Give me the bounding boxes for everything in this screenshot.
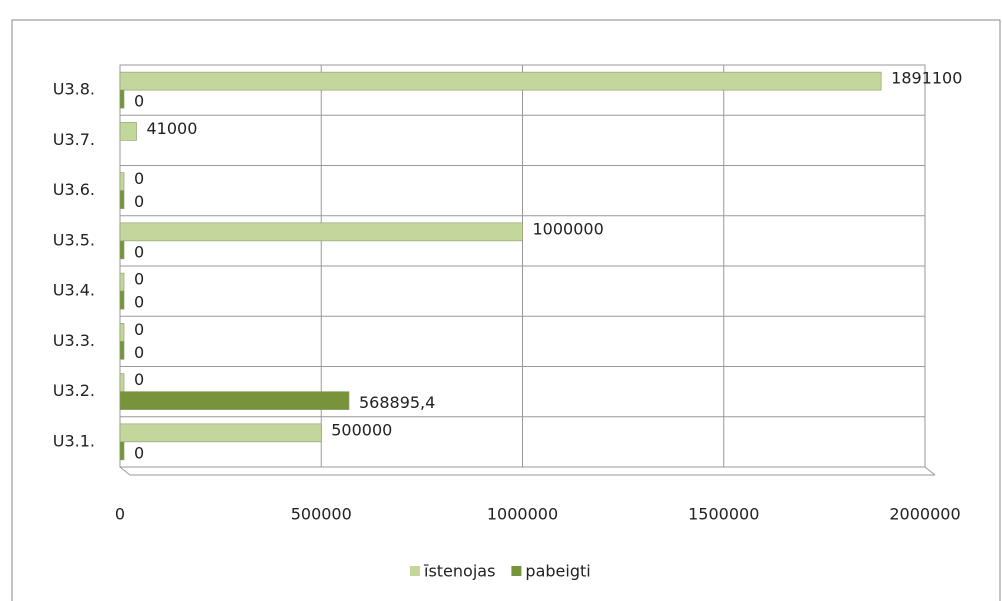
y-tick-label: U3.1. xyxy=(53,431,95,450)
data-label: 1000000 xyxy=(533,219,604,238)
legend-swatch xyxy=(511,566,522,576)
legend-label: īstenojas xyxy=(423,562,495,581)
y-tick-label: U3.7. xyxy=(53,130,95,149)
data-label: 0 xyxy=(134,293,144,312)
data-label: 0 xyxy=(134,192,144,211)
bar xyxy=(119,323,125,342)
data-label: 0 xyxy=(134,343,144,362)
bar xyxy=(119,391,350,410)
data-label: 0 xyxy=(134,320,144,339)
data-label: 0 xyxy=(134,443,144,462)
legend-swatch xyxy=(410,566,420,576)
y-tick-label: U3.4. xyxy=(53,281,95,300)
data-label: 0 xyxy=(134,92,144,111)
bar xyxy=(119,441,125,461)
chart-frame xyxy=(11,19,1001,601)
bar xyxy=(119,240,125,260)
bar xyxy=(119,89,125,109)
data-label: 0 xyxy=(134,370,144,389)
bar xyxy=(119,341,125,360)
bar xyxy=(119,373,125,392)
y-tick-label: U3.2. xyxy=(53,381,95,400)
bar xyxy=(119,122,137,141)
data-label: 0 xyxy=(134,270,144,289)
bar xyxy=(119,172,125,191)
legend-label: pabeigti xyxy=(525,562,590,581)
bar xyxy=(119,222,523,242)
data-label: 0 xyxy=(134,169,144,188)
y-tick-label: U3.5. xyxy=(53,230,95,249)
floor xyxy=(924,466,936,476)
y-tick-label: U3.6. xyxy=(53,180,95,199)
x-tick-label: 500000 xyxy=(291,505,352,524)
x-tick-label: 1500000 xyxy=(688,505,759,524)
bar xyxy=(119,71,882,91)
y-tick-label: U3.3. xyxy=(53,331,95,350)
y-tick-label: U3.8. xyxy=(53,80,95,99)
x-tick-label: 1000000 xyxy=(487,505,558,524)
floor xyxy=(119,466,131,476)
data-label: 500000 xyxy=(331,420,392,439)
data-label: 1891100 xyxy=(891,69,962,88)
bar xyxy=(119,290,125,310)
x-tick-label: 2000000 xyxy=(889,505,960,524)
bar xyxy=(119,272,125,292)
data-label: 41000 xyxy=(147,119,198,138)
x-tick-label: 0 xyxy=(115,505,125,524)
bar xyxy=(119,423,322,443)
data-label: 0 xyxy=(134,242,144,261)
bar xyxy=(119,190,125,209)
data-label: 568895,4 xyxy=(359,393,435,412)
